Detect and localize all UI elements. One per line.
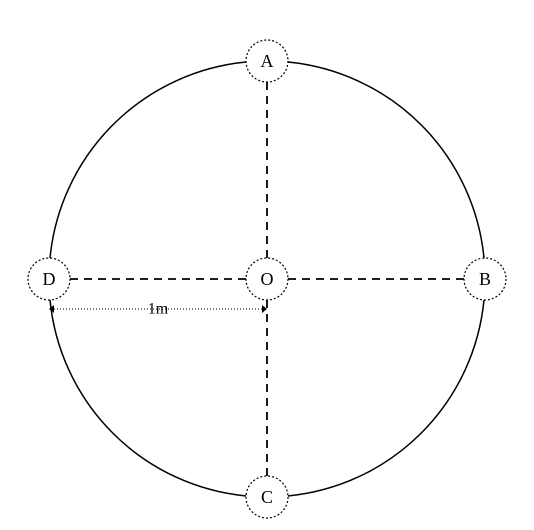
node-a-label: A xyxy=(261,51,274,71)
node-b-label: B xyxy=(479,269,491,289)
dimension-label: 1m xyxy=(148,301,169,318)
node-c-label: C xyxy=(261,487,273,507)
main-circle-arc xyxy=(50,300,246,496)
main-circle-arc xyxy=(50,62,246,258)
node-d-label: D xyxy=(43,269,56,289)
node-o-label: O xyxy=(261,269,274,289)
main-circle-arc xyxy=(288,62,484,258)
main-circle-arc xyxy=(288,300,484,496)
